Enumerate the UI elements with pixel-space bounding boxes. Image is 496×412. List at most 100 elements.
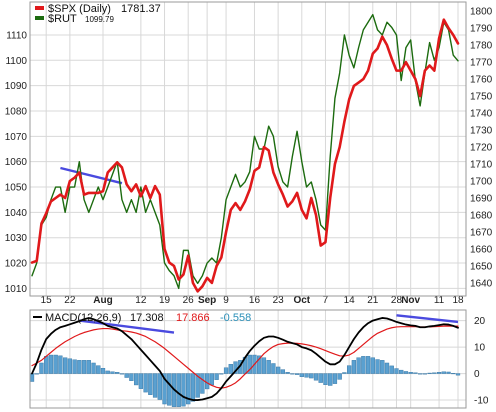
price-panel-frame <box>29 1 467 297</box>
histogram-bar <box>413 372 418 374</box>
x-tick-label: 26 <box>183 295 195 306</box>
x-tick-label: 9 <box>223 295 229 306</box>
histogram-bar <box>96 365 101 374</box>
histogram-bar <box>275 366 281 374</box>
histogram-bar <box>323 373 328 385</box>
macd-y-tick-label: 20 <box>474 316 486 327</box>
macd-legend: MACD(12,26,9) 17.308 17.866 -0.558 <box>33 312 251 324</box>
legend-signal-value: 17.866 <box>176 312 210 324</box>
y-right-tick-label: 1650 <box>470 261 493 272</box>
histogram-bar <box>39 362 44 374</box>
histogram-bar <box>124 373 129 378</box>
histogram-bar <box>100 368 106 374</box>
price-legend: $SPX (Daily) 1781.37 $RUT 1099.79 <box>35 3 161 25</box>
histogram-bar <box>186 373 191 405</box>
histogram-bar <box>133 373 139 386</box>
x-tick-label: 12 <box>135 295 147 306</box>
histogram-bar <box>81 360 87 374</box>
histogram-bar <box>138 373 144 389</box>
x-tick-label: 16 <box>249 295 261 306</box>
histogram-bar <box>219 373 224 375</box>
histogram-bar <box>304 373 309 378</box>
histogram-bar <box>417 373 423 375</box>
histogram-bar <box>209 373 215 386</box>
price-trendline <box>60 166 123 185</box>
y-right-tick-label: 1660 <box>470 244 493 255</box>
histogram-bar <box>346 365 352 374</box>
legend-spx-swatch <box>35 6 44 10</box>
histogram-bar <box>148 373 153 395</box>
histogram-bar <box>299 373 304 377</box>
histogram-bar <box>384 362 390 374</box>
y-left-tick-label: 1050 <box>5 183 28 194</box>
histogram-bar <box>455 373 461 376</box>
series-lines <box>30 13 460 401</box>
histogram-bar <box>389 365 394 374</box>
histogram-bar <box>403 371 409 374</box>
histogram-bar <box>200 373 205 394</box>
spx-series-line <box>30 18 460 293</box>
histogram-bar <box>167 373 172 406</box>
histogram-bar <box>53 354 58 374</box>
y-right-tick-label: 1800 <box>470 7 493 18</box>
histogram-bar <box>422 373 428 375</box>
y-left-tick-label: 1090 <box>5 81 28 92</box>
legend-hist-value: -0.558 <box>220 312 251 324</box>
macd-trendline <box>396 314 459 324</box>
y-left-tick-label: 1080 <box>5 106 28 117</box>
x-tick-label: 28 <box>391 295 403 306</box>
histogram-bar <box>176 373 181 407</box>
y-left-tick-label: 1010 <box>5 284 28 295</box>
histogram-bar <box>328 373 333 386</box>
histogram-bar <box>223 367 229 374</box>
histogram-bar <box>67 358 73 374</box>
histogram-bar <box>195 373 200 398</box>
histogram-bar <box>309 373 314 379</box>
x-tick-label: 18 <box>452 295 464 306</box>
histogram-bar <box>280 369 286 374</box>
legend-rut-value: 1099.79 <box>85 15 114 24</box>
histogram-bar <box>62 357 68 374</box>
y-right-tick-label: 1750 <box>470 92 493 103</box>
x-tick-label: 7 <box>323 295 329 306</box>
y-right-tick-label: 1790 <box>470 24 493 35</box>
histogram-bar <box>370 357 375 374</box>
rut-series-line <box>31 13 459 290</box>
histogram-bar <box>58 355 63 374</box>
y-left-tick-label: 1020 <box>5 259 28 270</box>
x-tick-label: 22 <box>64 295 76 306</box>
legend-rut-swatch <box>35 16 44 20</box>
y-right-tick-label: 1740 <box>470 109 493 120</box>
y-right-tick-label: 1730 <box>470 126 493 137</box>
histogram-bar <box>337 373 342 380</box>
histogram-bar <box>441 371 446 374</box>
histogram-bar <box>115 372 120 374</box>
histogram-bar <box>365 356 371 374</box>
y-right-tick-label: 1690 <box>470 194 493 205</box>
price-panel-grid <box>30 2 466 296</box>
histogram-bar <box>380 360 385 374</box>
histogram-bar <box>34 373 39 375</box>
histogram-bar <box>451 373 456 375</box>
histogram-bar <box>408 372 413 374</box>
histogram-bar <box>77 360 82 374</box>
histogram-bar <box>181 373 186 407</box>
histogram-bar <box>356 357 361 374</box>
macd-y-tick-label: -10 <box>474 396 489 407</box>
histogram-bar <box>162 373 167 405</box>
histogram-bar <box>214 373 219 380</box>
y-right-tick-label: 1780 <box>470 41 493 52</box>
x-tick-label: Oct <box>293 295 310 306</box>
histogram-bar <box>119 373 125 375</box>
histogram-bar <box>228 364 233 374</box>
legend-macd-label: MACD(12,26,9) <box>45 312 121 324</box>
histogram-bar <box>143 373 148 393</box>
macd-line <box>31 317 459 401</box>
x-tick-label: 11 <box>434 295 445 306</box>
histogram-bar <box>44 356 49 374</box>
x-tick-label: 19 <box>159 295 171 306</box>
histogram-bar <box>394 368 399 374</box>
legend-spx-label: $SPX (Daily) <box>48 3 111 15</box>
histogram-bar <box>129 373 134 381</box>
